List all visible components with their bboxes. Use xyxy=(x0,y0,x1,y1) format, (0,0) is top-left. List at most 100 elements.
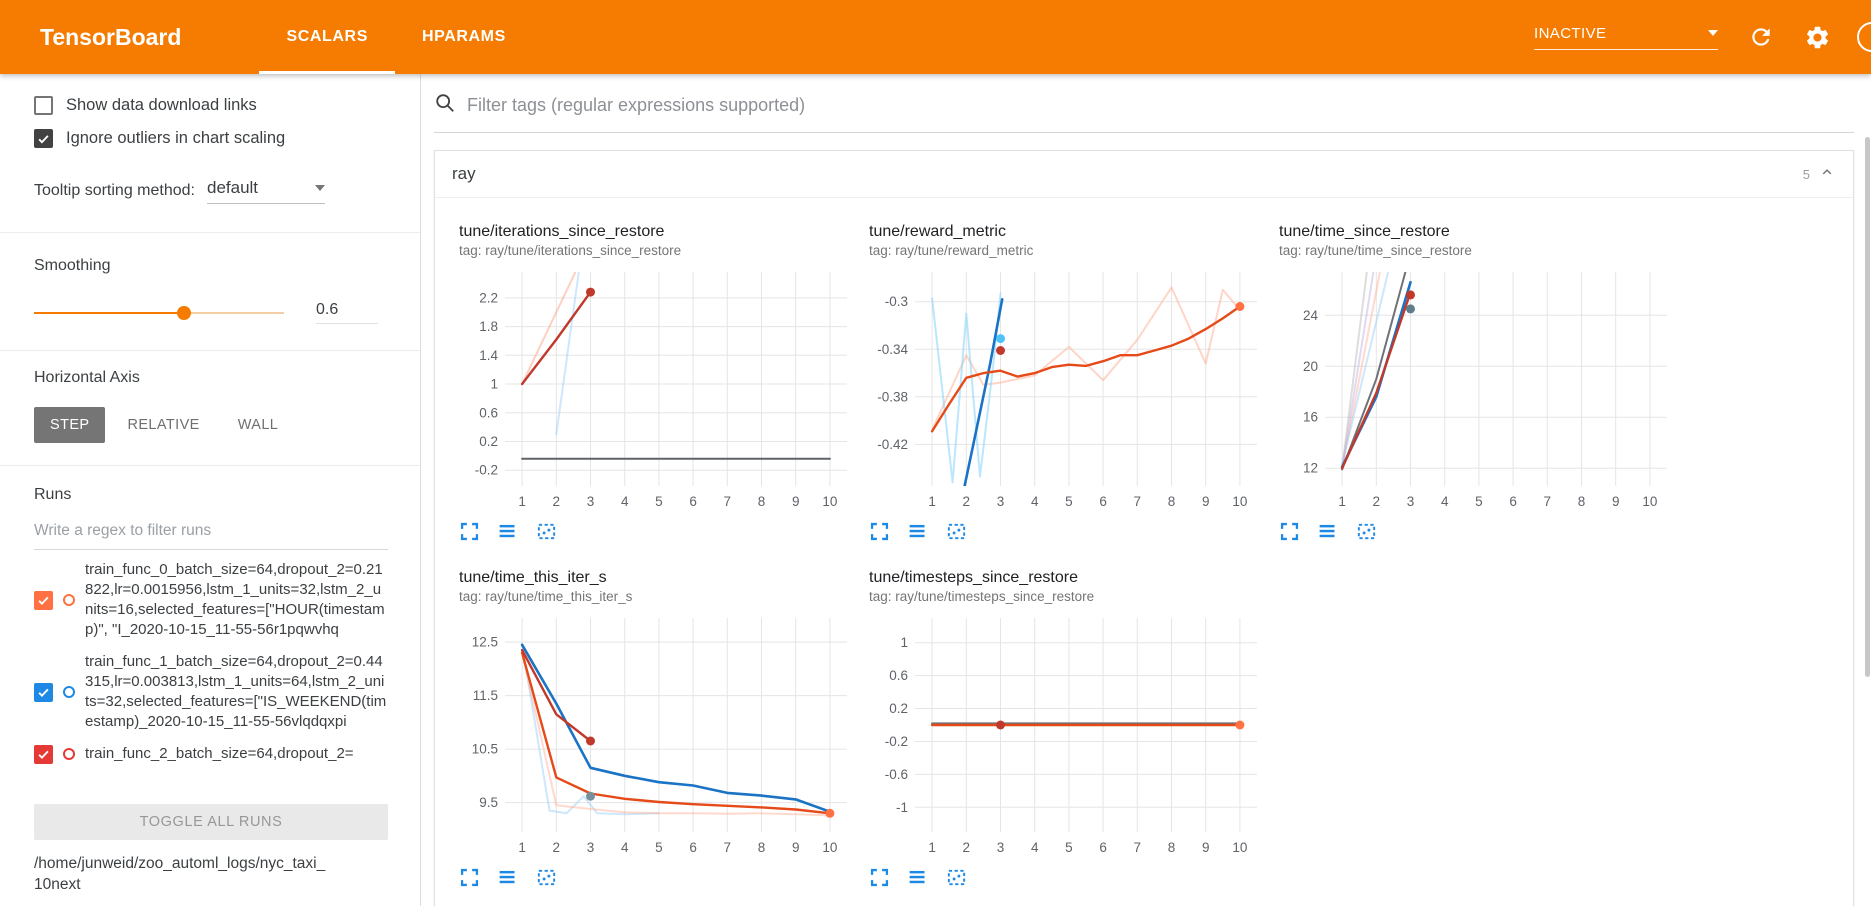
svg-text:12.5: 12.5 xyxy=(472,635,498,650)
chart-title: tune/iterations_since_restore xyxy=(459,223,665,240)
line-chart[interactable]: 1 2 3 4 5 6 7 8 9 10 -0.42 -0.38 -0.34 -0.3 xyxy=(869,264,1265,512)
fit-domain-icon[interactable] xyxy=(945,866,968,889)
run-color-circle[interactable] xyxy=(63,594,75,606)
svg-text:8: 8 xyxy=(758,494,766,509)
smoothing-section: Smoothing 0.6 xyxy=(0,233,420,351)
toggle-all-runs-button[interactable]: TOGGLE ALL RUNS xyxy=(34,804,388,840)
svg-text:4: 4 xyxy=(1031,840,1039,855)
run-row[interactable]: train_func_2_batch_size=64,dropout_2= xyxy=(34,738,388,770)
status-dropdown[interactable]: INACTIVE xyxy=(1534,25,1718,50)
ignore-outliers-row[interactable]: Ignore outliers in chart scaling xyxy=(34,129,388,148)
filter-tags-input[interactable] xyxy=(467,95,1854,116)
svg-text:4: 4 xyxy=(1441,494,1449,509)
svg-text:-0.42: -0.42 xyxy=(877,437,908,452)
chevron-down-icon xyxy=(1708,30,1718,36)
run-list[interactable]: train_func_0_batch_size=64,dropout_2=0.2… xyxy=(34,554,388,802)
expand-chart-icon[interactable] xyxy=(869,521,890,542)
chart-toolbar xyxy=(1279,520,1683,543)
show-download-links-label: Show data download links xyxy=(66,96,257,114)
svg-text:5: 5 xyxy=(1065,494,1073,509)
fit-domain-icon[interactable] xyxy=(535,520,558,543)
svg-text:7: 7 xyxy=(724,840,732,855)
expand-chart-icon[interactable] xyxy=(869,867,890,888)
svg-text:1.4: 1.4 xyxy=(479,348,498,363)
svg-text:10: 10 xyxy=(822,494,837,509)
settings-button[interactable] xyxy=(1804,24,1831,51)
svg-text:4: 4 xyxy=(621,840,629,855)
svg-text:7: 7 xyxy=(1134,494,1142,509)
run-selector-icon[interactable] xyxy=(497,867,518,888)
line-chart[interactable]: 1 2 3 4 5 6 7 8 9 10 9.5 10.5 11.5 12.5 xyxy=(459,610,855,858)
run-checkbox[interactable] xyxy=(34,590,53,610)
main-content: ray 5 tune/iterations_since_restore tag:… xyxy=(421,74,1871,906)
expand-chart-icon[interactable] xyxy=(459,521,480,542)
svg-text:0.2: 0.2 xyxy=(479,434,498,449)
run-color-circle[interactable] xyxy=(63,686,75,698)
show-download-links-row[interactable]: Show data download links xyxy=(34,96,388,115)
scrollbar[interactable] xyxy=(1865,137,1870,677)
svg-text:6: 6 xyxy=(1099,494,1107,509)
checkbox-unchecked-icon[interactable] xyxy=(34,96,53,115)
run-color-circle[interactable] xyxy=(63,748,75,760)
axis-relative-button[interactable]: RELATIVE xyxy=(111,407,215,443)
slider-thumb[interactable] xyxy=(177,305,191,320)
svg-text:9: 9 xyxy=(792,494,800,509)
tag-group-card: ray 5 tune/iterations_since_restore tag:… xyxy=(434,150,1854,906)
chart-card: tune/iterations_since_restore tag: ray/t… xyxy=(459,223,863,543)
run-row[interactable]: train_func_1_batch_size=64,dropout_2=0.4… xyxy=(34,646,388,738)
general-settings-section: Show data download links Ignore outliers… xyxy=(0,74,420,233)
svg-text:1: 1 xyxy=(928,494,936,509)
refresh-icon xyxy=(1752,28,1770,46)
smoothing-value[interactable]: 0.6 xyxy=(316,301,378,324)
svg-text:9: 9 xyxy=(1202,494,1210,509)
run-selector-icon[interactable] xyxy=(907,867,928,888)
chart-toolbar xyxy=(459,866,863,889)
tooltip-sorting-row: Tooltip sorting method: default xyxy=(34,178,388,204)
expand-chart-icon[interactable] xyxy=(1279,521,1300,542)
run-checkbox[interactable] xyxy=(34,682,53,702)
help-icon[interactable] xyxy=(1857,22,1871,52)
svg-text:1: 1 xyxy=(1338,494,1346,509)
run-selector-icon[interactable] xyxy=(497,521,518,542)
svg-text:-0.2: -0.2 xyxy=(885,734,908,749)
svg-text:1: 1 xyxy=(928,840,936,855)
tab-scalars[interactable]: SCALARS xyxy=(259,0,395,74)
tag-group-title: ray xyxy=(452,164,476,183)
svg-text:1: 1 xyxy=(900,635,908,650)
chart-card: tune/timesteps_since_restore tag: ray/tu… xyxy=(869,569,1273,889)
fit-domain-icon[interactable] xyxy=(1355,520,1378,543)
charts-grid: tune/iterations_since_restore tag: ray/t… xyxy=(435,198,1853,889)
axis-wall-button[interactable]: WALL xyxy=(222,407,295,443)
run-selector-icon[interactable] xyxy=(907,521,928,542)
tooltip-sorting-dropdown[interactable]: default xyxy=(206,178,325,204)
tab-bar: SCALARS HPARAMS xyxy=(259,0,532,74)
chart-card: tune/time_this_iter_s tag: ray/tune/time… xyxy=(459,569,863,889)
checkbox-checked-icon[interactable] xyxy=(34,129,53,148)
runs-filter-input[interactable] xyxy=(34,514,388,550)
tag-group-header[interactable]: ray 5 xyxy=(435,151,1853,198)
line-chart[interactable]: 1 2 3 4 5 6 7 8 9 10 -1 -0.6 -0.2 0.2 0.6 1 xyxy=(869,610,1265,858)
line-chart[interactable]: 1 2 3 4 5 6 7 8 9 10 -0.2 0.2 0.6 1 1.4 1.8 2.2 xyxy=(459,264,855,512)
run-row[interactable]: train_func_0_batch_size=64,dropout_2=0.2… xyxy=(34,554,388,646)
fit-domain-icon[interactable] xyxy=(945,520,968,543)
fit-domain-icon[interactable] xyxy=(535,866,558,889)
axis-step-button[interactable]: STEP xyxy=(34,407,106,443)
chevron-up-icon[interactable] xyxy=(1818,163,1836,186)
svg-text:20: 20 xyxy=(1303,359,1318,374)
tab-hparams[interactable]: HPARAMS xyxy=(421,28,506,45)
smoothing-slider[interactable] xyxy=(34,305,284,321)
run-checkbox[interactable] xyxy=(34,744,53,764)
refresh-button[interactable] xyxy=(1748,24,1774,50)
smoothing-label: Smoothing xyxy=(34,257,111,274)
svg-text:7: 7 xyxy=(724,494,732,509)
tag-group-meta: 5 xyxy=(1803,163,1836,186)
run-selector-icon[interactable] xyxy=(1317,521,1338,542)
run-name: train_func_1_batch_size=64,dropout_2=0.4… xyxy=(85,653,387,730)
axis-button-group: STEP RELATIVE WALL xyxy=(34,407,388,443)
filter-tags-bar xyxy=(434,92,1854,133)
svg-text:2: 2 xyxy=(1373,494,1381,509)
svg-text:-0.6: -0.6 xyxy=(885,767,908,782)
expand-chart-icon[interactable] xyxy=(459,867,480,888)
sidebar: Show data download links Ignore outliers… xyxy=(0,74,421,906)
